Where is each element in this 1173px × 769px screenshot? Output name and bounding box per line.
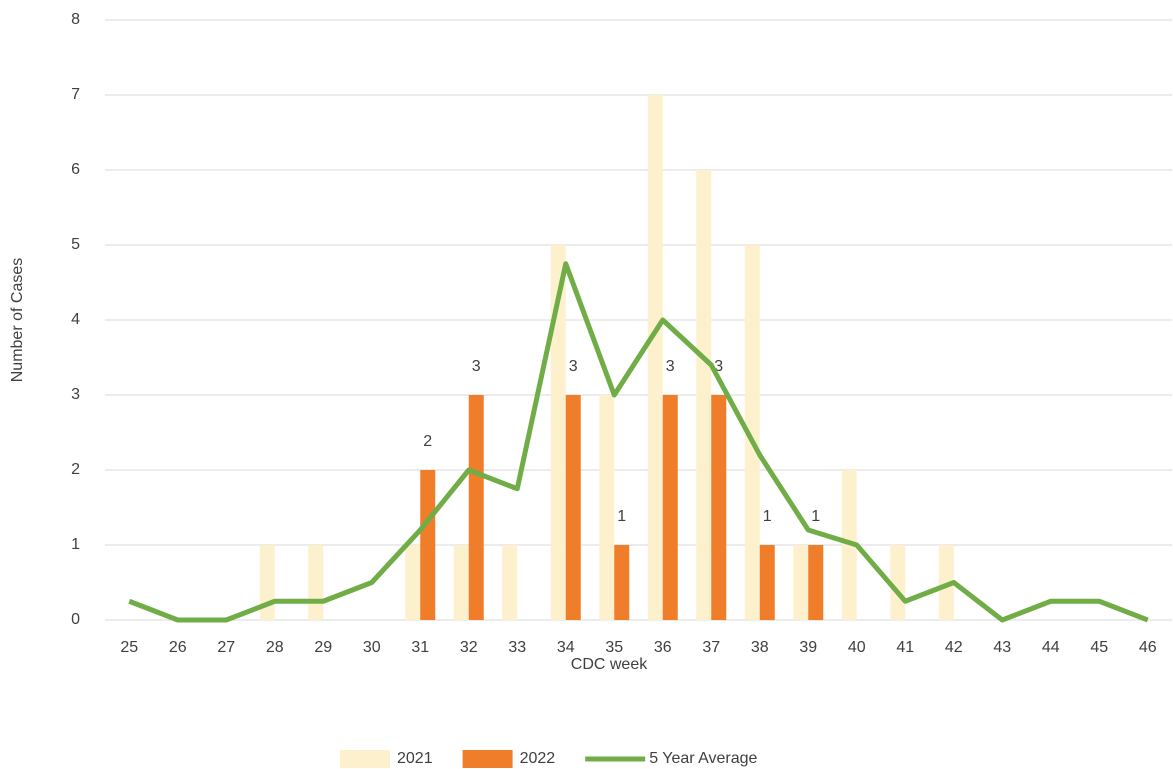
y-tick-label: 7 (71, 86, 80, 103)
y-tick-label: 6 (71, 161, 80, 178)
x-tick-label: 32 (460, 639, 478, 656)
bar (468, 395, 484, 620)
x-tick-label: 34 (557, 639, 575, 656)
bar (647, 95, 663, 620)
bar (744, 245, 760, 620)
x-tick-label: 29 (314, 639, 332, 656)
bar (662, 395, 678, 620)
x-tick-label: 39 (799, 639, 817, 656)
y-tick-label: 1 (71, 536, 80, 553)
bar (696, 170, 712, 620)
x-tick-label: 46 (1139, 639, 1157, 656)
bar (420, 470, 436, 620)
x-tick-label: 30 (363, 639, 381, 656)
legend-swatch (340, 750, 390, 768)
x-tick-label: 43 (993, 639, 1011, 656)
bar (308, 545, 324, 620)
bar (808, 545, 824, 620)
bar (711, 395, 727, 620)
bar (793, 545, 809, 620)
x-tick-label: 41 (896, 639, 914, 656)
data-label: 1 (763, 508, 772, 525)
bar (759, 545, 775, 620)
data-label: 3 (472, 358, 481, 375)
x-tick-label: 42 (945, 639, 963, 656)
legend-swatch (462, 750, 513, 768)
data-label: 1 (811, 508, 820, 525)
bar (453, 545, 469, 620)
x-tick-label: 26 (169, 639, 187, 656)
x-axis-label: CDC week (571, 656, 648, 673)
bar (938, 545, 954, 620)
x-tick-label: 28 (266, 639, 284, 656)
x-tick-label: 38 (751, 639, 769, 656)
y-tick-label: 4 (71, 311, 80, 328)
x-tick-label: 25 (120, 639, 138, 656)
bar (405, 545, 421, 620)
bar (890, 545, 906, 620)
bar (614, 545, 630, 620)
bar (565, 395, 581, 620)
data-label: 3 (714, 358, 723, 375)
legend-label: 2021 (397, 750, 433, 767)
x-tick-label: 33 (508, 639, 526, 656)
legend-label: 5 Year Average (649, 750, 757, 767)
data-label: 3 (569, 358, 578, 375)
y-tick-label: 5 (71, 236, 80, 253)
legend-label: 2022 (520, 750, 556, 767)
bar (502, 545, 518, 620)
data-label: 2 (423, 433, 432, 450)
x-tick-label: 44 (1042, 639, 1060, 656)
y-tick-label: 8 (71, 11, 80, 28)
x-tick-label: 40 (848, 639, 866, 656)
x-tick-label: 27 (217, 639, 235, 656)
line (128, 261, 1149, 623)
y-tick-label: 3 (71, 386, 80, 403)
x-tick-label: 35 (605, 639, 623, 656)
y-axis-label: Number of Cases (9, 258, 26, 383)
bar (599, 395, 615, 620)
data-label: 3 (666, 358, 675, 375)
x-tick-label: 37 (702, 639, 720, 656)
x-tick-label: 31 (411, 639, 429, 656)
data-label: 1 (617, 508, 626, 525)
x-tick-label: 36 (654, 639, 672, 656)
bar (550, 245, 566, 620)
y-tick-label: 2 (71, 461, 80, 478)
x-tick-label: 45 (1090, 639, 1108, 656)
y-tick-label: 0 (71, 611, 80, 628)
